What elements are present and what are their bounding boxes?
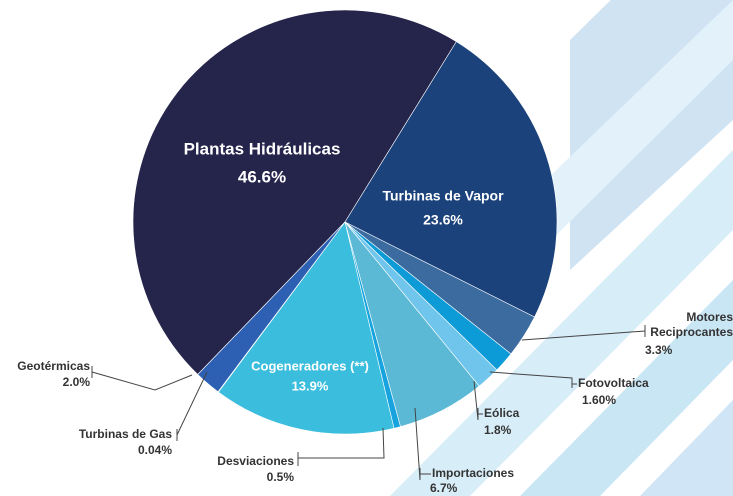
value-label: 0.04%: [138, 443, 172, 457]
slice-label: Eólica: [484, 406, 520, 420]
slice-label: Cogeneradores (**): [251, 358, 369, 373]
value-label: 2.0%: [63, 375, 91, 389]
pie-slice: [344, 41, 558, 318]
leader-line: [297, 427, 385, 466]
value-label: 1.8%: [484, 423, 512, 437]
value-label: 6.7%: [430, 481, 458, 495]
leader-line: [473, 380, 483, 421]
slice-label: Fotovoltaica: [578, 376, 649, 390]
pie-slice: [218, 221, 395, 435]
pie-slice: [132, 9, 457, 375]
label-box: Motores Reciprocantes: [650, 310, 733, 339]
slice-label: Turbinas de Vapor: [382, 188, 504, 204]
slice-label: Motores Reciprocantes: [650, 310, 733, 339]
slice-label: Plantas Hidráulicas: [184, 139, 341, 158]
leader-line: [521, 325, 646, 341]
value-label: 13.9%: [292, 378, 329, 393]
value-label: 1.60%: [582, 393, 616, 407]
value-label: 0.5%: [267, 470, 295, 484]
leader-line: [489, 371, 577, 388]
leader-line: [91, 366, 193, 391]
slice-label: Desviaciones: [217, 454, 294, 468]
value-label: 3.3%: [645, 343, 673, 357]
value-label: 46.6%: [238, 167, 286, 186]
leader-line: [414, 407, 431, 481]
value-label: 23.6%: [423, 212, 463, 228]
slice-label: Turbinas de Gas: [79, 427, 172, 441]
slice-label: Importaciones: [432, 466, 514, 480]
leader-line: [176, 371, 208, 441]
slice-label: Geotérmicas: [17, 359, 90, 373]
pie-slice: [197, 221, 346, 393]
